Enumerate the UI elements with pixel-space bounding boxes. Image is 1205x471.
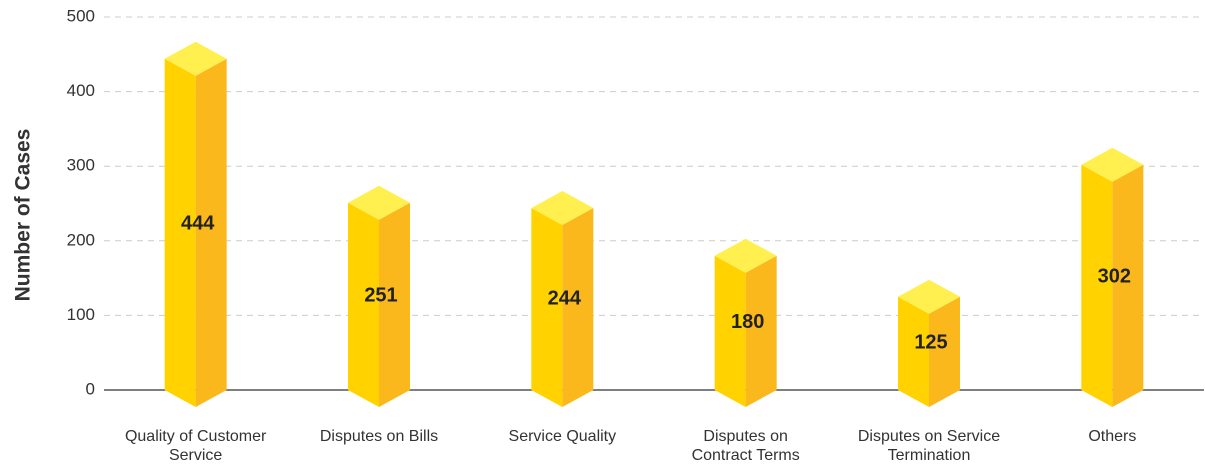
y-tick-label: 500 (67, 6, 95, 25)
bar-front (164, 58, 196, 407)
x-tick-label: Disputes on Service Termination (857, 428, 1001, 464)
bar-top (531, 190, 594, 225)
bar-top (164, 41, 227, 76)
bar (898, 279, 960, 407)
value-label: 125 (914, 332, 947, 354)
bar-top (898, 279, 960, 314)
y-tick-label: 300 (67, 156, 95, 175)
y-tick-label: 200 (67, 230, 95, 249)
y-tick-label: 100 (67, 305, 95, 324)
bar-top (1081, 147, 1144, 182)
bar-front (1081, 164, 1113, 407)
bar (164, 41, 227, 407)
bar-front (898, 296, 929, 407)
bar-side (929, 296, 960, 407)
bar-front (348, 202, 379, 407)
x-tick-label: Quality of Customer Service (124, 428, 267, 464)
bar (348, 185, 410, 407)
bar (531, 190, 594, 407)
bar-top (714, 238, 777, 273)
bar-side (379, 202, 410, 407)
bar (714, 238, 777, 407)
value-label: 302 (1098, 266, 1131, 288)
y-tick-label: 400 (67, 81, 95, 100)
x-tick-label: Others (1088, 428, 1137, 445)
bar-side (562, 207, 594, 407)
value-label: 180 (731, 311, 764, 333)
value-label: 251 (364, 285, 397, 307)
y-tick-label: 0 (86, 379, 95, 398)
bar-front (531, 207, 563, 407)
bar (1081, 147, 1144, 407)
x-tick-label: Disputes on Bills (319, 428, 439, 445)
bar-side (195, 58, 227, 407)
bar-side (745, 255, 777, 407)
y-axis-title: Number of Cases (12, 129, 35, 302)
value-label: 444 (181, 213, 215, 235)
bar-top (348, 185, 410, 220)
x-tick-label: Service Quality (508, 428, 617, 445)
bar-side (1112, 164, 1144, 407)
x-tick-label: Disputes on Contract Terms (691, 428, 800, 464)
value-label: 244 (548, 287, 582, 309)
bar-front (714, 255, 746, 407)
